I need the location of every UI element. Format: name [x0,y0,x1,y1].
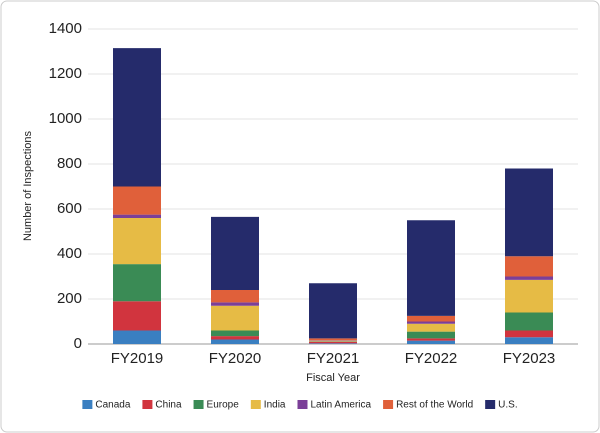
y-tick-label: 1000 [49,110,82,127]
x-tick-label: FY2019 [111,350,164,367]
bar-segment [309,341,357,344]
bar-segment [113,48,161,187]
legend-label: China [155,400,182,411]
bar-segment [505,279,553,313]
bar-segment [505,337,553,344]
bar-segment [407,321,455,324]
legend-label: Latin America [310,400,371,411]
bar-segment [113,330,161,344]
x-axis-label: Fiscal Year [306,372,360,384]
legend-label: India [264,400,286,411]
bar-segment [309,283,357,339]
bar-segment [211,305,259,331]
bar-segment [505,312,553,331]
bar-segment [113,214,161,218]
x-tick-label: FY2020 [209,350,262,367]
legend-swatch [485,400,496,409]
legend-swatch [383,400,394,409]
bar-segment [211,290,259,303]
bar-segment [211,339,259,344]
bar-segment [505,256,553,277]
bar-segment [211,330,259,337]
bar-segment [505,330,553,338]
bar-segment [309,338,357,341]
y-tick-label: 600 [57,200,82,217]
bar-segment [407,338,455,341]
y-tick-label: 400 [57,245,82,262]
legend-swatch [82,400,93,409]
bar-segment [407,340,455,344]
bar-segment [113,218,161,265]
y-axis-label: Number of Inspections [22,130,34,241]
bar-segment [113,186,161,215]
bar-segment [309,340,357,342]
bar-segment [211,302,259,306]
x-tick-label: FY2021 [307,350,360,367]
x-tick-label: FY2023 [503,350,556,367]
legend-swatch [297,400,308,409]
bar-segment [113,264,161,302]
bar-segment [407,331,455,339]
y-tick-label: 1200 [49,65,82,82]
legend-label: Rest of the World [396,400,473,411]
legend-swatch [250,400,261,409]
bar-segment [211,336,259,340]
legend-swatch [142,400,153,409]
bar-segment [407,323,455,332]
bar-segment [407,220,455,316]
bar-segment [113,301,161,331]
bar-segment [505,276,553,280]
bar-segment [505,168,553,257]
legend-label: Europe [207,400,240,411]
y-tick-label: 800 [57,155,82,172]
bar-segment [407,315,455,322]
bar-segment [309,343,357,344]
y-tick-label: 1400 [49,20,82,37]
x-tick-label: FY2022 [405,350,458,367]
y-tick-label: 200 [57,290,82,307]
legend-label: Canada [95,400,130,411]
legend-label: U.S. [498,400,517,411]
legend-swatch [193,400,204,409]
y-tick-label: 0 [74,335,82,352]
bar-segment [211,216,259,290]
